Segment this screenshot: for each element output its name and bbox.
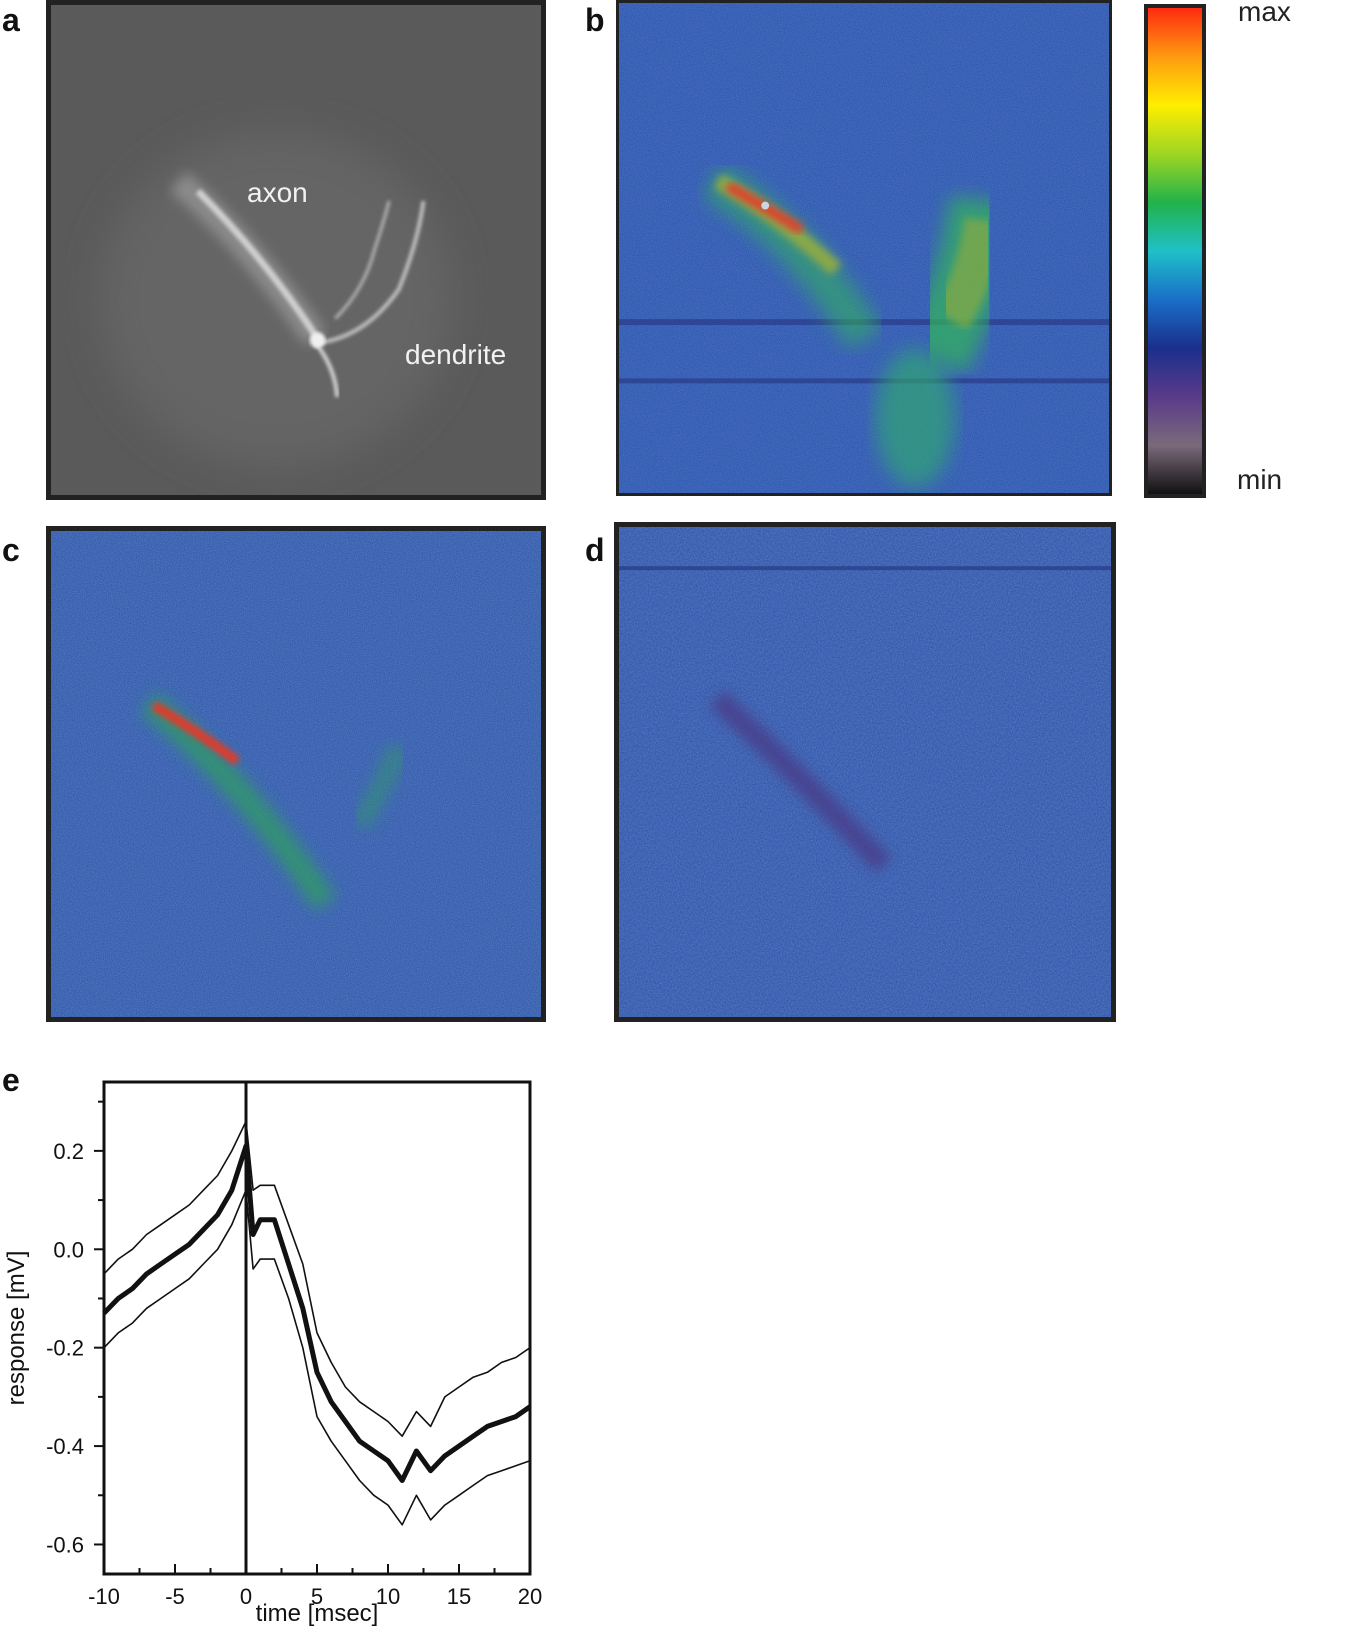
dendrite-label: dendrite bbox=[405, 339, 507, 370]
panel-a-grayscale-image: axon dendrite bbox=[46, 0, 546, 500]
x-tick-label: 0 bbox=[240, 1584, 252, 1609]
y-tick-label: -0.4 bbox=[46, 1434, 84, 1459]
x-tick-label: 20 bbox=[518, 1584, 542, 1609]
panel-b-heatmap-image bbox=[616, 0, 1112, 496]
x-tick-label: 10 bbox=[376, 1584, 400, 1609]
x-axis-label: time [msec] bbox=[256, 1600, 379, 1626]
y-tick-label: 0.2 bbox=[53, 1139, 84, 1164]
series-line-thick bbox=[102, 1143, 532, 1483]
y-axis-label: response [mV] bbox=[3, 1251, 30, 1406]
plot-frame bbox=[102, 1080, 532, 1576]
x-tick-label: -10 bbox=[88, 1584, 120, 1609]
x-tick-label: 15 bbox=[447, 1584, 471, 1609]
x-tick-label: -5 bbox=[165, 1584, 185, 1609]
neuron-grayscale-drawing bbox=[51, 5, 541, 495]
y-tick-label: 0.0 bbox=[53, 1237, 84, 1262]
neuron-heatmap-c bbox=[51, 531, 541, 1017]
neuron-heatmap-d bbox=[619, 527, 1111, 1017]
colorbar-min-label: min bbox=[1237, 464, 1283, 495]
panel-label-e: e bbox=[2, 1062, 20, 1098]
panel-label-d: d bbox=[585, 532, 605, 568]
panel-e-response-chart: -10 -5 0 5 10 15 20 0.2 0.0 -0.2 -0.4 -0.6 time [ms… bbox=[3, 1080, 542, 1626]
panel-d-heatmap-image bbox=[614, 522, 1116, 1022]
series-line-lower bbox=[103, 1189, 531, 1526]
panel-label-b: b bbox=[585, 2, 605, 38]
panel-c-heatmap-image bbox=[46, 526, 546, 1022]
panel-label-a: a bbox=[2, 2, 20, 38]
y-tick-label: -0.2 bbox=[46, 1336, 84, 1361]
colorbar-max-label: max bbox=[1238, 0, 1291, 27]
series-line-upper bbox=[103, 1120, 531, 1437]
x-tick-label: 5 bbox=[311, 1584, 323, 1609]
panel-label-c: c bbox=[2, 532, 20, 568]
axon-label: axon bbox=[247, 177, 308, 208]
colorbar bbox=[1144, 4, 1206, 498]
y-tick-label: -0.6 bbox=[46, 1532, 84, 1557]
neuron-heatmap-b bbox=[619, 3, 1109, 493]
